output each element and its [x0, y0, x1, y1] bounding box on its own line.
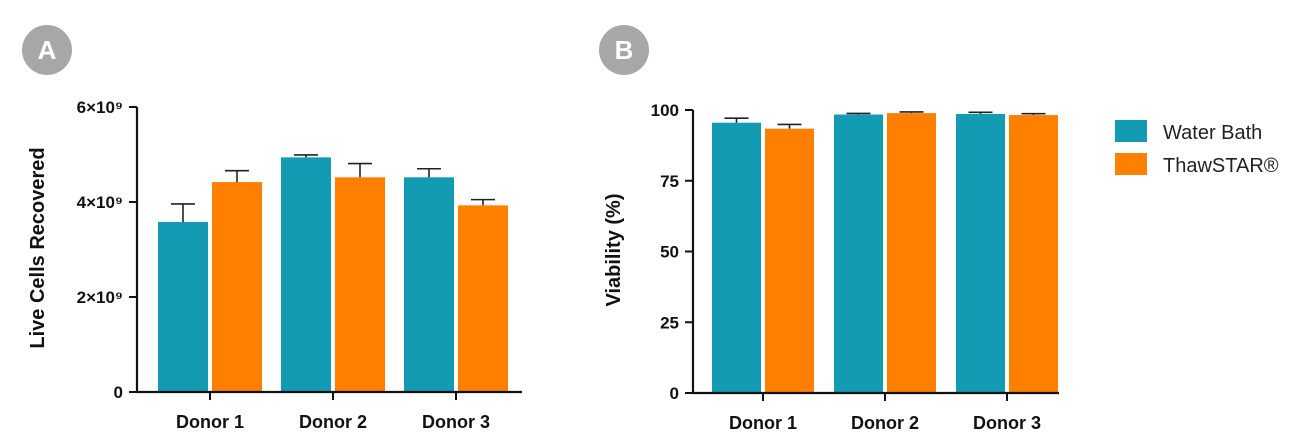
panel-a-error-bar-water-bath-donor-2	[294, 154, 318, 158]
panel-b-y-axis-title: Viability (%)	[603, 194, 625, 307]
panel-a-bar-water-bath-donor-3	[404, 177, 454, 392]
panel-b-error-bar-water-bath-donor-1	[724, 117, 749, 123]
panel-a-error-bar-thawstar-donor-2	[348, 162, 372, 178]
panel-a-bar-water-bath-donor-2	[281, 157, 331, 392]
panel-b-error-bar-thawstar-donor-3	[1021, 112, 1046, 116]
panel-b: B Viability (%) Donor 1 Donor 2 Donor 3 0 25…	[599, 25, 1059, 433]
panel-b-y-tick-label-0: 0	[670, 384, 679, 403]
panel-a-bar-water-bath-donor-1	[158, 221, 208, 392]
panel-a-badge-circle	[22, 25, 72, 75]
panel-b-bar-water-bath-donor-2	[834, 114, 883, 393]
panel-a-error-bar-water-bath-donor-1	[171, 203, 195, 222]
panel-a-y-axis-title: Live Cells Recovered	[27, 147, 49, 348]
panel-b-error-bar-thawstar-donor-1	[777, 123, 802, 129]
legend-item-water-bath: Water Bath	[1115, 120, 1262, 144]
panel-a-x-tick-label-donor-1: Donor 1	[176, 412, 244, 432]
panel-a-bar-thawstar-donor-1	[212, 182, 262, 392]
panel-a-y-tick-label-2-10: 2×10⁹	[77, 288, 123, 307]
panel-b-x-tick-label-donor-2: Donor 2	[851, 413, 919, 433]
panel-b-y-tick-label-100: 100	[651, 101, 679, 120]
panel-b-y-tick-label-50: 50	[660, 243, 679, 262]
panel-b-bar-water-bath-donor-1	[712, 122, 761, 394]
legend: Water Bath ThawSTAR®	[1115, 120, 1279, 177]
panel-b-y-tick-label-25: 25	[660, 313, 679, 332]
panel-a: A Live Cells Recovered Donor 1 Donor 2 Don…	[22, 25, 522, 432]
panel-b-error-bar-water-bath-donor-3	[968, 111, 993, 114]
panel-b-x-tick-label-donor-1: Donor 1	[729, 413, 797, 433]
panel-a-x-tick-label-donor-2: Donor 2	[299, 412, 367, 432]
legend-item-thawstar: ThawSTAR®	[1115, 153, 1279, 177]
panel-b-error-bar-water-bath-donor-2	[846, 112, 871, 115]
panel-a-error-bar-water-bath-donor-3	[417, 167, 441, 178]
panel-a-badge: A	[22, 25, 72, 75]
panel-b-letter: B	[615, 35, 634, 65]
legend-label-water-bath: Water Bath	[1163, 122, 1262, 144]
panel-a-bar-thawstar-donor-3	[458, 205, 508, 392]
panel-a-plot: Donor 1 Donor 2 Donor 3 0 2×10⁹ 4×10⁹ 6×10⁹	[77, 98, 522, 432]
panel-a-error-bar-thawstar-donor-1	[225, 169, 249, 183]
panel-a-bar-thawstar-donor-2	[335, 177, 385, 392]
panel-b-badge-circle	[599, 25, 649, 75]
panel-b-bar-thawstar-donor-1	[765, 128, 814, 394]
panel-a-y-tick-label-6-10: 6×10⁹	[77, 98, 123, 117]
panel-b-error-bar-thawstar-donor-2	[899, 111, 924, 114]
legend-swatch-thawstar	[1115, 153, 1147, 175]
panel-b-badge: B	[599, 25, 649, 75]
panel-a-y-tick-label-4-10: 4×10⁹	[77, 193, 123, 212]
legend-swatch-water-bath	[1115, 120, 1147, 142]
panel-b-y-tick-label-75: 75	[660, 172, 679, 191]
panel-b-plot: Donor 1 Donor 2 Donor 3 0 25 50 75 100	[651, 101, 1059, 433]
panel-b-bar-thawstar-donor-3	[1009, 115, 1058, 394]
panel-b-bar-thawstar-donor-2	[887, 113, 936, 393]
legend-label-thawstar: ThawSTAR®	[1163, 155, 1279, 177]
panel-a-y-tick-label-0: 0	[114, 383, 123, 402]
panel-a-x-tick-label-donor-3: Donor 3	[422, 412, 490, 432]
panel-b-bar-water-bath-donor-3	[956, 113, 1005, 393]
panel-a-letter: A	[38, 35, 57, 65]
panel-a-error-bar-thawstar-donor-3	[471, 198, 495, 206]
panel-b-x-tick-label-donor-3: Donor 3	[973, 413, 1041, 433]
